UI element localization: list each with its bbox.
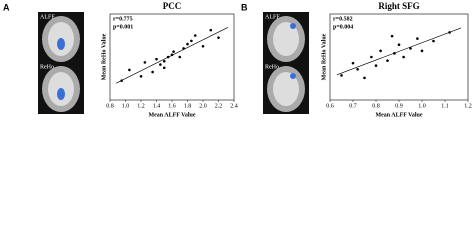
point xyxy=(448,31,451,34)
x-tick-label: 1.1 xyxy=(441,103,449,109)
activation xyxy=(57,88,65,100)
x-tick-label: 2.0 xyxy=(199,103,207,109)
image-label: ReHo xyxy=(265,64,279,70)
activation xyxy=(290,73,296,79)
point xyxy=(143,61,147,64)
point xyxy=(363,76,366,80)
x-tick-label: 2.2 xyxy=(215,103,223,109)
point xyxy=(351,61,355,65)
point xyxy=(209,28,213,32)
x-tick-label: 1.6 xyxy=(168,103,176,109)
point xyxy=(397,43,401,47)
point xyxy=(166,55,170,59)
panel-label: B xyxy=(241,2,248,12)
point xyxy=(190,39,193,43)
fit-line xyxy=(336,27,462,76)
annotation: r=0.582 xyxy=(333,16,353,22)
point xyxy=(186,42,189,46)
point xyxy=(416,37,419,40)
x-tick-label: 1.2 xyxy=(137,103,145,109)
image-label: ALFF xyxy=(265,14,280,20)
x-tick-label: 1.0 xyxy=(122,103,130,109)
point xyxy=(155,57,158,61)
point xyxy=(393,52,396,55)
x-tick-label: 1.4 xyxy=(153,103,161,109)
activation xyxy=(57,38,65,50)
point xyxy=(193,34,197,37)
image-label: ALFF xyxy=(40,14,55,20)
point xyxy=(162,66,166,70)
x-tick-label: 0.8 xyxy=(372,103,380,109)
point xyxy=(374,64,378,67)
brain-inner xyxy=(273,72,299,106)
x-tick-label: 0.9 xyxy=(395,103,403,109)
x-tick-label: 0.8 xyxy=(106,103,114,109)
annotation: p=0.001 xyxy=(113,24,133,30)
point xyxy=(159,63,162,66)
point xyxy=(120,79,123,82)
point xyxy=(172,50,175,53)
point xyxy=(370,55,373,59)
point xyxy=(162,60,166,63)
x-tick-label: 0.7 xyxy=(349,103,357,109)
y-axis-label: Mean ReHo Value xyxy=(101,33,107,80)
point xyxy=(386,59,389,62)
point xyxy=(182,47,185,50)
point xyxy=(390,34,394,38)
point xyxy=(432,39,435,43)
point xyxy=(151,70,154,74)
point xyxy=(178,55,182,59)
point xyxy=(356,67,359,71)
x-axis-label: Mean ALFF Value xyxy=(148,112,195,118)
point xyxy=(402,55,405,59)
chart-title: PCC xyxy=(163,1,182,11)
point xyxy=(217,36,220,39)
figure: A ALFF ReHo PCC 0.8 1.0 1.2 1.4 1.6 1.8 2.0 2.2 2.4 M… xyxy=(3,1,472,118)
panel-label: A xyxy=(3,2,10,12)
point xyxy=(420,49,424,53)
point xyxy=(201,44,205,48)
annotation: r=0.775 xyxy=(113,16,133,22)
y-axis-label: Mean ReHo Value xyxy=(321,33,327,80)
annotation: p=0.004 xyxy=(333,24,353,30)
activation xyxy=(290,23,296,29)
x-tick-label: 2.4 xyxy=(230,103,238,109)
point xyxy=(170,53,174,57)
x-tick-label: 1.8 xyxy=(184,103,192,109)
x-tick-label: 0.6 xyxy=(326,103,334,109)
chart-title: Right SFG xyxy=(378,1,419,11)
point xyxy=(409,47,412,50)
point xyxy=(379,49,382,53)
point xyxy=(139,75,143,78)
x-tick-label: 1.2 xyxy=(464,103,472,109)
point xyxy=(340,74,343,77)
x-tick-label: 1.0 xyxy=(418,103,426,109)
image-label: ReHo xyxy=(40,64,54,70)
brain-inner xyxy=(273,22,299,56)
x-axis-label: Mean ALFF Value xyxy=(375,112,422,118)
point xyxy=(128,68,131,72)
